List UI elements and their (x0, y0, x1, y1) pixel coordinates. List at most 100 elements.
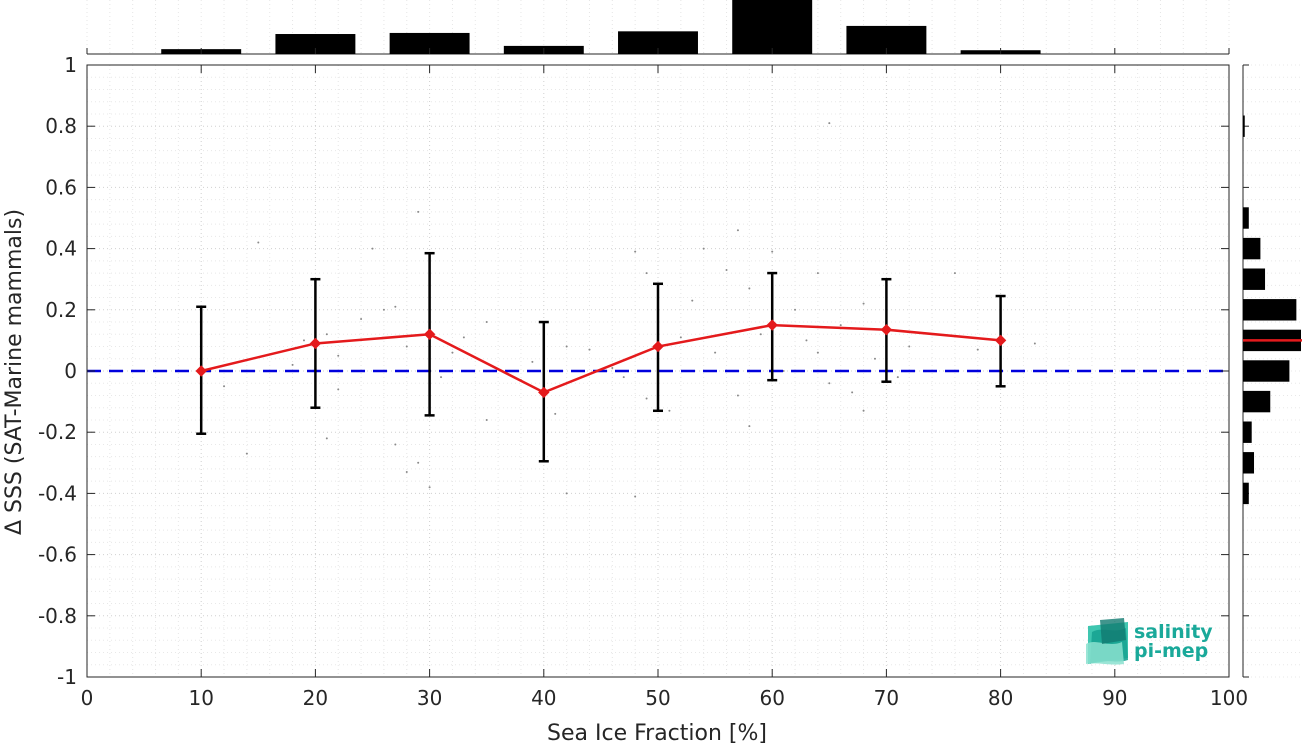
scatter-point (485, 418, 488, 421)
y-axis-label: Δ SSS (SAT-Marine mammals) (2, 209, 27, 535)
scatter-point (862, 409, 865, 412)
x-tick-label: 100 (1210, 686, 1248, 710)
scatter-point (245, 452, 248, 455)
scatter-point (668, 409, 671, 412)
scatter-point (337, 354, 340, 357)
top-histogram-bar (275, 34, 356, 54)
x-tick-label: 90 (1102, 686, 1127, 710)
scatter-point (908, 345, 911, 348)
scatter-point (805, 339, 808, 342)
scatter-point (702, 247, 705, 250)
x-axis-label: Sea Ice Fraction [%] (547, 721, 767, 745)
scatter-point (679, 336, 682, 339)
series-marker (538, 386, 550, 399)
scatter-point (691, 299, 694, 302)
series-marker (309, 337, 322, 350)
y-tick-label: -0.2 (38, 420, 77, 444)
y-tick-label: 0.4 (45, 237, 77, 261)
scatter-point (531, 360, 534, 363)
x-tick-label: 0 (81, 686, 94, 710)
scatter-point (394, 443, 397, 446)
scatter-point (748, 287, 751, 290)
side-histogram-bar (1243, 390, 1271, 413)
x-tick-label: 40 (531, 686, 556, 710)
scatter-point (714, 351, 717, 354)
scatter-point (953, 272, 956, 275)
axes (86, 48, 1230, 678)
scatter-point (257, 241, 260, 244)
scatter-point (462, 336, 465, 339)
scatter-point (451, 351, 454, 354)
scatter-point (325, 437, 328, 440)
y-tick-label: 0.2 (45, 298, 77, 322)
scatter-point (634, 250, 637, 253)
x-tick-label: 50 (645, 686, 670, 710)
series-marker (195, 365, 207, 377)
y-tick-label: -1 (57, 665, 77, 689)
series-marker (652, 340, 664, 353)
side-histogram-bar (1243, 452, 1255, 474)
x-tick-label: 10 (188, 686, 213, 710)
scatter-point (325, 333, 328, 336)
scatter-point (794, 308, 797, 311)
side-histogram-bar (1243, 268, 1266, 290)
scatter-point (360, 317, 363, 320)
scatter-point (759, 333, 762, 336)
scatter-point (428, 486, 431, 489)
scatter-point (634, 495, 637, 498)
y-tick-label: 0 (64, 359, 77, 383)
scatter-point (816, 272, 819, 275)
side-histogram-bar (1243, 421, 1252, 443)
mean-series (195, 319, 1007, 399)
scatter-point (565, 345, 568, 348)
side-histogram-bar (1243, 482, 1249, 505)
scatter-point (645, 397, 648, 400)
scatter-point (485, 321, 488, 324)
series-marker (994, 334, 1007, 347)
scatter-point (291, 363, 294, 366)
scatter-point (748, 425, 751, 428)
y-tick-label: 1 (64, 53, 77, 77)
scatter-point (337, 388, 340, 391)
side-histogram-bar (1243, 115, 1245, 137)
scatter-point (223, 385, 226, 388)
scatter-points (223, 122, 1036, 498)
side-histogram (1243, 115, 1302, 505)
scatter-point (588, 348, 591, 351)
logo-wave-icon (1086, 618, 1128, 665)
scatter-point (816, 351, 819, 354)
x-tick-label: 80 (988, 686, 1013, 710)
top-histogram-bar (618, 31, 698, 54)
scatter-point (371, 247, 374, 250)
top-histogram-bar (732, 0, 813, 54)
x-tick-label: 70 (874, 686, 899, 710)
scatter-point (382, 308, 385, 311)
y-tick-label: 0.6 (45, 175, 77, 199)
scatter-point (725, 269, 728, 272)
scatter-point (440, 376, 443, 379)
x-tick-label: 60 (759, 686, 784, 710)
scatter-point (873, 357, 876, 360)
logo-text-line2: pi-mep (1134, 640, 1208, 662)
scatter-point (622, 376, 625, 379)
scatter-point (417, 210, 420, 213)
x-tick-label: 20 (303, 686, 328, 710)
scatter-point (394, 305, 397, 308)
x-tick-label: 30 (417, 686, 442, 710)
scatter-point (862, 302, 865, 305)
side-histogram-bar (1243, 207, 1249, 229)
y-tick-label: -0.4 (38, 481, 77, 505)
error-bars (196, 251, 1006, 463)
scatter-point (611, 366, 614, 369)
scatter-point (405, 345, 408, 348)
scatter-point (405, 470, 408, 473)
y-tick-label: -0.6 (38, 543, 77, 567)
side-histogram-bar (1243, 299, 1297, 321)
scatter-point (554, 412, 557, 415)
scatter-point (828, 122, 831, 125)
scatter-point (302, 339, 305, 342)
scatter-point (565, 492, 568, 495)
scatter-point (851, 391, 854, 394)
series-marker (880, 323, 893, 336)
